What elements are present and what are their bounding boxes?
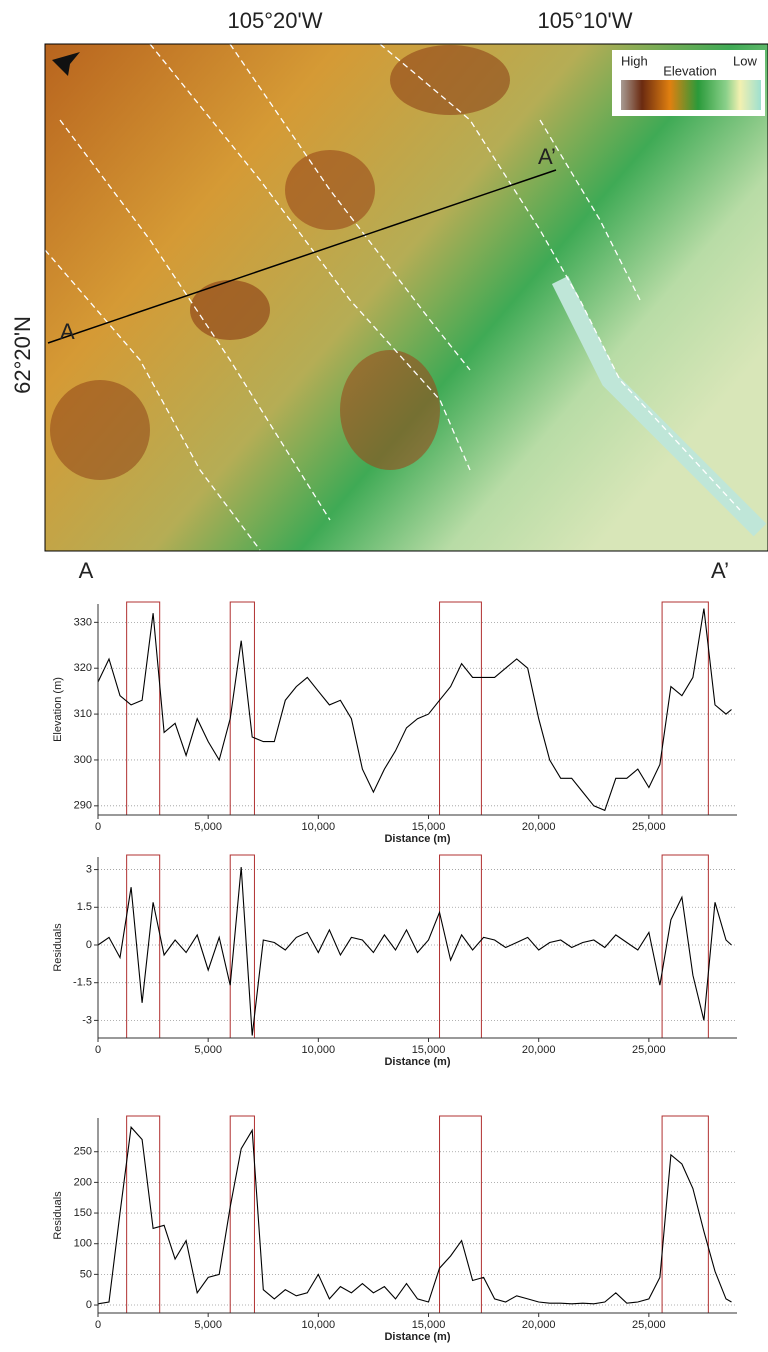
y-tick-label: 250	[74, 1146, 92, 1158]
x-tick-label: 0	[95, 1319, 101, 1331]
legend-high: High	[621, 53, 648, 68]
x-tick-label: 20,000	[522, 1319, 556, 1331]
x-tick-label: 15,000	[412, 1319, 446, 1331]
y-axis-title: Residuals	[52, 923, 64, 972]
x-tick-label: 15,000	[412, 821, 446, 833]
x-tick-label: 20,000	[522, 821, 556, 833]
x-tick-label: 10,000	[302, 1319, 336, 1331]
y-tick-label: 200	[74, 1176, 92, 1188]
terrain-high	[390, 45, 510, 115]
x-tick-label: 20,000	[522, 1044, 556, 1056]
terrain-high	[340, 350, 440, 470]
terrain-high	[50, 380, 150, 480]
y-tick-label: 320	[74, 662, 92, 674]
legend-ramp	[621, 80, 761, 110]
x-axis-title: Distance (m)	[384, 833, 450, 845]
y-tick-label: -3	[82, 1014, 92, 1026]
map-terrain	[45, 44, 768, 551]
lon-label: 105°20'W	[228, 8, 323, 33]
map: A A’ High Elevation Low 105°20'W 105°10'…	[10, 8, 768, 551]
y-tick-label: 330	[74, 616, 92, 628]
y-tick-label: 50	[80, 1268, 92, 1280]
y-tick-label: 3	[86, 863, 92, 875]
legend-low: Low	[733, 53, 757, 68]
y-axis-title: Residuals	[52, 1191, 64, 1240]
x-tick-label: 5,000	[194, 821, 222, 833]
x-tick-label: 10,000	[302, 821, 336, 833]
x-tick-label: 25,000	[632, 1319, 666, 1331]
lat-label: 62°20'N	[10, 316, 35, 394]
plot-area	[98, 1118, 737, 1313]
y-tick-label: -1.5	[73, 977, 92, 989]
x-tick-label: 0	[95, 821, 101, 833]
x-tick-label: 25,000	[632, 821, 666, 833]
y-tick-label: 300	[74, 754, 92, 766]
figure: A A’ High Elevation Low 105°20'W 105°10'…	[0, 0, 768, 1352]
terrain-high	[285, 150, 375, 230]
profile-start-label: A	[79, 558, 94, 583]
y-tick-label: 0	[86, 1299, 92, 1311]
x-tick-label: 5,000	[194, 1044, 222, 1056]
legend-title: Elevation	[663, 63, 716, 78]
plot-area	[98, 604, 737, 815]
x-tick-label: 10,000	[302, 1044, 336, 1056]
x-axis-title: Distance (m)	[384, 1056, 450, 1068]
profile-end: A’	[538, 144, 556, 169]
y-axis-title: Elevation (m)	[52, 677, 64, 742]
profile-start: A	[60, 319, 75, 344]
y-tick-label: 310	[74, 708, 92, 720]
x-tick-label: 25,000	[632, 1044, 666, 1056]
y-tick-label: 150	[74, 1207, 92, 1219]
profile-end-label: A’	[711, 558, 729, 583]
terrain-high	[190, 280, 270, 340]
x-tick-label: 0	[95, 1044, 101, 1056]
y-tick-label: 1.5	[77, 901, 92, 913]
lon-label: 105°10'W	[538, 8, 633, 33]
y-tick-label: 0	[86, 939, 92, 951]
x-tick-label: 15,000	[412, 1044, 446, 1056]
x-tick-label: 5,000	[194, 1319, 222, 1331]
y-tick-label: 100	[74, 1238, 92, 1250]
plot-area	[98, 857, 737, 1038]
x-axis-title: Distance (m)	[384, 1331, 450, 1343]
y-tick-label: 290	[74, 800, 92, 812]
